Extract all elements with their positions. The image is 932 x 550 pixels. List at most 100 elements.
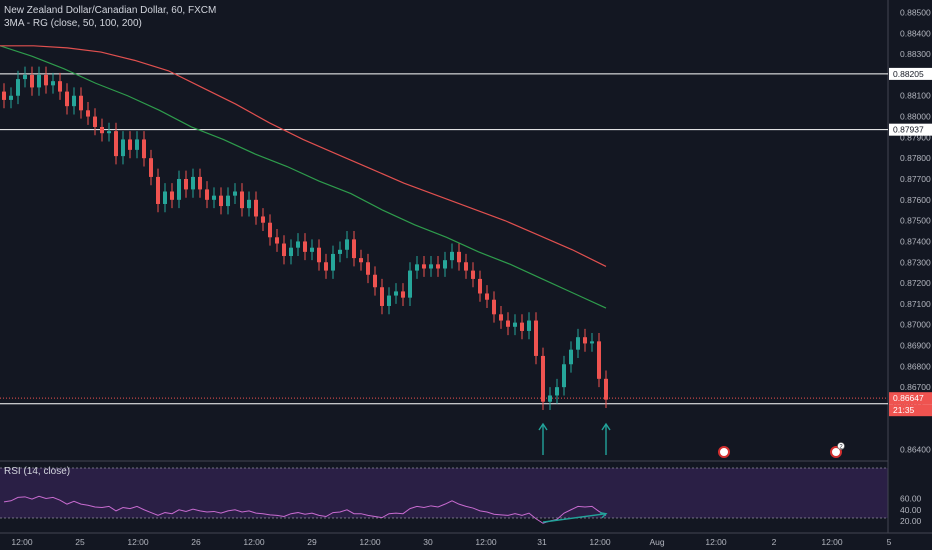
time-tick-label: 12:00 [243, 537, 265, 547]
candle-body[interactable] [485, 293, 489, 300]
event-marker-icon[interactable] [718, 446, 730, 458]
candle-body[interactable] [583, 337, 587, 344]
candle-body[interactable] [520, 322, 524, 331]
time-tick-label: 12:00 [127, 537, 149, 547]
candle-body[interactable] [471, 270, 475, 279]
candle-body[interactable] [590, 341, 594, 344]
symbol-title: New Zealand Dollar/Canadian Dollar, 60, … [4, 5, 217, 16]
candle-body[interactable] [289, 247, 293, 257]
candle-body[interactable] [464, 262, 468, 271]
candle-body[interactable] [366, 262, 370, 275]
candle-body[interactable] [240, 191, 244, 209]
candle-body[interactable] [352, 239, 356, 259]
candle-body[interactable] [170, 191, 174, 200]
candle-body[interactable] [247, 199, 251, 209]
candle-body[interactable] [436, 264, 440, 269]
candle-body[interactable] [555, 387, 559, 396]
candle-body[interactable] [128, 139, 132, 150]
candle-body[interactable] [506, 320, 510, 327]
candle-body[interactable] [142, 139, 146, 159]
candle-body[interactable] [387, 295, 391, 306]
candle-body[interactable] [415, 264, 419, 271]
event-marker-icon[interactable] [830, 446, 842, 458]
candle-body[interactable] [37, 74, 41, 88]
candle-body[interactable] [534, 320, 538, 356]
candle-body[interactable] [513, 322, 517, 327]
candle-body[interactable] [149, 158, 153, 177]
candle-body[interactable] [156, 176, 160, 204]
candle-body[interactable] [443, 260, 447, 269]
candle-body[interactable] [576, 337, 580, 350]
candle-body[interactable] [261, 216, 265, 223]
candle-body[interactable] [597, 341, 601, 379]
candle-body[interactable] [562, 364, 566, 388]
candle-body[interactable] [359, 258, 363, 263]
candle-body[interactable] [429, 264, 433, 269]
candle-body[interactable] [310, 247, 314, 252]
candle-body[interactable] [408, 270, 412, 298]
candle-body[interactable] [380, 287, 384, 306]
candle-body[interactable] [527, 320, 531, 331]
candle-body[interactable] [548, 395, 552, 402]
candle-body[interactable] [135, 139, 139, 150]
candle-body[interactable] [86, 110, 90, 117]
rsi-title: RSI (14, close) [4, 466, 71, 477]
candle-body[interactable] [604, 378, 608, 400]
candle-body[interactable] [9, 95, 13, 100]
candle-body[interactable] [107, 131, 111, 134]
candle-body[interactable] [191, 176, 195, 190]
candle-body[interactable] [93, 116, 97, 127]
candle-body[interactable] [2, 91, 6, 100]
candle-body[interactable] [541, 355, 545, 402]
candle-body[interactable] [184, 179, 188, 190]
candle-body[interactable] [219, 195, 223, 207]
candle-body[interactable] [163, 191, 167, 204]
candle-body[interactable] [317, 247, 321, 263]
time-tick-label: 5 [887, 537, 892, 547]
time-tick-label: Aug [649, 537, 664, 547]
level-label-box [889, 67, 932, 80]
candle-body[interactable] [569, 349, 573, 365]
candle-body[interactable] [275, 237, 279, 244]
candle-body[interactable] [296, 241, 300, 248]
candle-body[interactable] [226, 195, 230, 207]
candle-body[interactable] [100, 126, 104, 134]
candle-body[interactable] [324, 262, 328, 271]
candle-body[interactable] [450, 251, 454, 261]
candle-body[interactable] [79, 95, 83, 111]
candle-body[interactable] [72, 95, 76, 107]
time-tick-label: 30 [423, 537, 433, 547]
candle-body[interactable] [422, 264, 426, 269]
candle-body[interactable] [373, 274, 377, 288]
candle-body[interactable] [121, 139, 125, 157]
candle-body[interactable] [205, 189, 209, 200]
candle-body[interactable] [457, 251, 461, 263]
candle-body[interactable] [51, 81, 55, 86]
candle-body[interactable] [478, 278, 482, 294]
candle-body[interactable] [198, 176, 202, 190]
candle-body[interactable] [58, 81, 62, 92]
candle-body[interactable] [16, 79, 20, 96]
candle-body[interactable] [338, 249, 342, 254]
candle-body[interactable] [394, 291, 398, 296]
candle-body[interactable] [177, 179, 181, 200]
candle-body[interactable] [254, 199, 258, 217]
candle-body[interactable] [65, 91, 69, 107]
candle-body[interactable] [114, 131, 118, 157]
candle-body[interactable] [30, 74, 34, 88]
candle-body[interactable] [401, 291, 405, 298]
candle-body[interactable] [23, 74, 27, 80]
candle-body[interactable] [282, 243, 286, 257]
candle-body[interactable] [303, 241, 307, 252]
candle-body[interactable] [331, 253, 335, 271]
candle-body[interactable] [492, 299, 496, 315]
candle-body[interactable] [345, 239, 349, 250]
candle-body[interactable] [233, 191, 237, 196]
candle-body[interactable] [499, 314, 503, 321]
candle-body[interactable] [212, 195, 216, 200]
price-tick-label: 0.88500 [900, 7, 931, 17]
candle-body[interactable] [268, 222, 272, 238]
candle-body[interactable] [44, 74, 48, 86]
